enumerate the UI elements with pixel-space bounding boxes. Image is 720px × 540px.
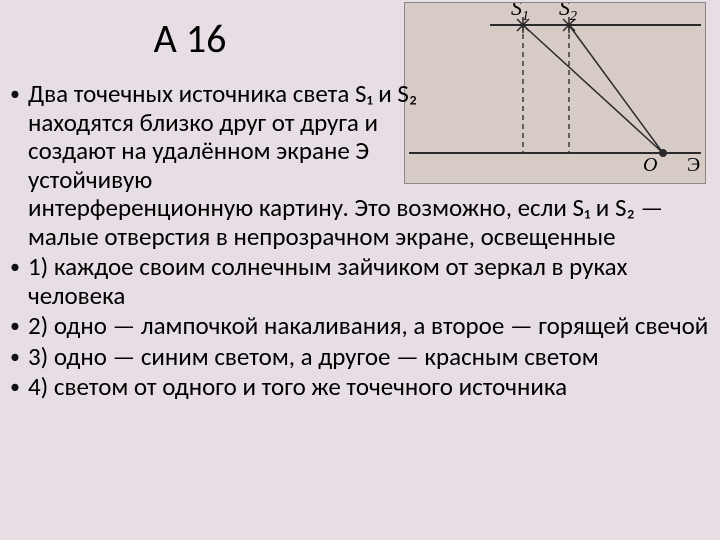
option-2: • 2) одно — лампочкой накаливания, а вто…	[8, 312, 710, 341]
bullet-dot: •	[8, 253, 28, 281]
option-3: • 3) одно — синим светом, а другое — кра…	[8, 343, 710, 372]
svg-text:S1: S1	[511, 3, 529, 24]
label-s1: S	[511, 3, 522, 20]
intro-bullet: • Два точечных источника света S₁ и S₂ н…	[8, 80, 710, 251]
bullet-dot: •	[8, 80, 28, 108]
page-title: А 16	[0, 14, 380, 63]
content-block: • Два точечных источника света S₁ и S₂ н…	[8, 80, 710, 404]
bullet-dot: •	[8, 312, 28, 340]
intro-text-wrap: Два точечных источника света S₁ и S₂ нах…	[28, 80, 448, 194]
option-text: 4) светом от одного и того же точечного …	[28, 373, 567, 402]
option-4: • 4) светом от одного и того же точечног…	[8, 373, 710, 402]
label-s2: S	[559, 3, 570, 20]
bullet-dot: •	[8, 343, 28, 371]
intro-text-rest: интерференционную картину. Это возможно,…	[28, 194, 710, 251]
svg-text:S2: S2	[559, 3, 577, 24]
option-1: • 1) каждое своим солнечным зайчиком от …	[8, 253, 710, 310]
option-text: 3) одно — синим светом, а другое — красн…	[28, 343, 599, 372]
bullet-dot: •	[8, 373, 28, 401]
option-text: 2) одно — лампочкой накаливания, а второ…	[28, 312, 708, 341]
option-text: 1) каждое своим солнечным зайчиком от зе…	[28, 253, 710, 310]
